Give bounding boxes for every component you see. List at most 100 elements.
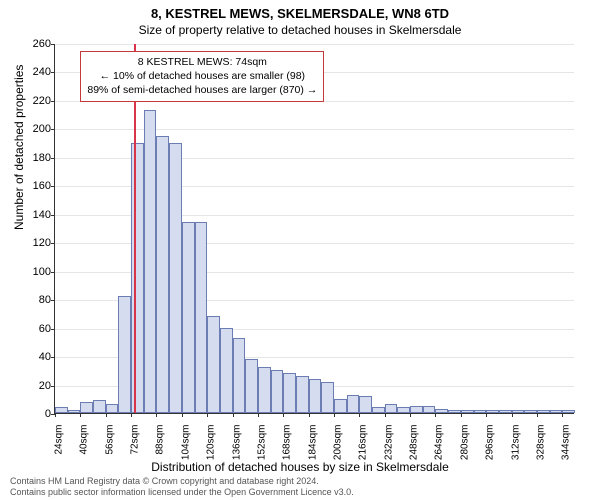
xtick-mark [55, 413, 56, 417]
histogram-bar [334, 399, 347, 413]
ytick-label: 180 [33, 152, 51, 164]
histogram-bar [258, 367, 271, 413]
xtick-mark [410, 413, 411, 417]
histogram-bar [321, 382, 334, 413]
histogram-bar [233, 338, 246, 413]
histogram-bar [499, 410, 512, 413]
ytick-label: 60 [39, 323, 51, 335]
histogram-bar [106, 404, 119, 413]
xtick-mark [359, 413, 360, 417]
histogram-bar [309, 379, 322, 413]
histogram-bar [271, 370, 284, 413]
histogram-bar [93, 400, 106, 413]
xtick-label: 248sqm [409, 425, 420, 461]
annotation-line: ← 10% of detached houses are smaller (98… [87, 69, 317, 83]
xtick-mark [106, 413, 107, 417]
xtick-label: 56sqm [104, 425, 115, 455]
histogram-bar [537, 410, 550, 413]
histogram-bar [410, 406, 423, 413]
ytick-mark [51, 357, 55, 358]
histogram-bar [55, 407, 68, 413]
ytick-label: 100 [33, 266, 51, 278]
ytick-mark [51, 300, 55, 301]
histogram-bar [182, 222, 195, 413]
xtick-mark [258, 413, 259, 417]
histogram-bar [359, 396, 372, 413]
footer-line-1: Contains HM Land Registry data © Crown c… [10, 476, 354, 487]
xtick-label: 232sqm [383, 425, 394, 461]
y-axis-label: Number of detached properties [12, 65, 26, 230]
ytick-mark [51, 386, 55, 387]
xtick-label: 72sqm [130, 425, 141, 455]
chart-title-sub: Size of property relative to detached ho… [0, 21, 600, 39]
histogram-bar [512, 410, 525, 413]
ytick-mark [51, 215, 55, 216]
histogram-bar [68, 410, 81, 413]
footer-attribution: Contains HM Land Registry data © Crown c… [10, 476, 354, 498]
xtick-label: 280sqm [459, 425, 470, 461]
histogram-bar [385, 404, 398, 413]
ytick-mark [51, 129, 55, 130]
xtick-label: 104sqm [180, 425, 191, 461]
ytick-mark [51, 272, 55, 273]
ytick-label: 80 [39, 294, 51, 306]
ytick-mark [51, 329, 55, 330]
histogram-bar [524, 410, 537, 413]
xtick-mark [537, 413, 538, 417]
xtick-mark [80, 413, 81, 417]
xtick-label: 24sqm [54, 425, 65, 455]
ytick-mark [51, 243, 55, 244]
histogram-bar [220, 328, 233, 413]
chart-area: 02040608010012014016018020022024026024sq… [54, 44, 574, 414]
ytick-label: 40 [39, 351, 51, 363]
xtick-label: 40sqm [79, 425, 90, 455]
grid-line [55, 129, 574, 130]
annotation-line: 8 KESTREL MEWS: 74sqm [87, 55, 317, 69]
histogram-bar [245, 359, 258, 413]
xtick-mark [309, 413, 310, 417]
histogram-bar [562, 410, 575, 413]
ytick-mark [51, 158, 55, 159]
ytick-label: 260 [33, 38, 51, 50]
xtick-mark [182, 413, 183, 417]
histogram-bar [486, 410, 499, 413]
ytick-label: 200 [33, 123, 51, 135]
xtick-mark [334, 413, 335, 417]
ytick-label: 220 [33, 95, 51, 107]
footer-line-2: Contains public sector information licen… [10, 487, 354, 498]
xtick-mark [207, 413, 208, 417]
xtick-mark [156, 413, 157, 417]
xtick-mark [283, 413, 284, 417]
xtick-mark [461, 413, 462, 417]
xtick-mark [435, 413, 436, 417]
histogram-bar [144, 110, 157, 413]
xtick-label: 328sqm [535, 425, 546, 461]
xtick-label: 296sqm [485, 425, 496, 461]
xtick-mark [562, 413, 563, 417]
histogram-bar [80, 402, 93, 413]
histogram-bar [296, 376, 309, 413]
xtick-mark [233, 413, 234, 417]
ytick-label: 0 [45, 408, 51, 420]
histogram-bar [435, 409, 448, 413]
ytick-mark [51, 44, 55, 45]
ytick-label: 160 [33, 180, 51, 192]
ytick-mark [51, 186, 55, 187]
histogram-bar [423, 406, 436, 413]
histogram-bar [461, 410, 474, 413]
xtick-label: 344sqm [561, 425, 572, 461]
ytick-mark [51, 72, 55, 73]
histogram-bar [397, 407, 410, 413]
xtick-label: 216sqm [358, 425, 369, 461]
xtick-label: 152sqm [256, 425, 267, 461]
xtick-label: 120sqm [206, 425, 217, 461]
histogram-bar [156, 136, 169, 414]
annotation-line: 89% of semi-detached houses are larger (… [87, 83, 317, 97]
xtick-mark [131, 413, 132, 417]
xtick-label: 184sqm [307, 425, 318, 461]
ytick-label: 240 [33, 66, 51, 78]
grid-line [55, 44, 574, 45]
x-axis-label: Distribution of detached houses by size … [0, 460, 600, 474]
xtick-mark [486, 413, 487, 417]
histogram-bar [550, 410, 563, 413]
